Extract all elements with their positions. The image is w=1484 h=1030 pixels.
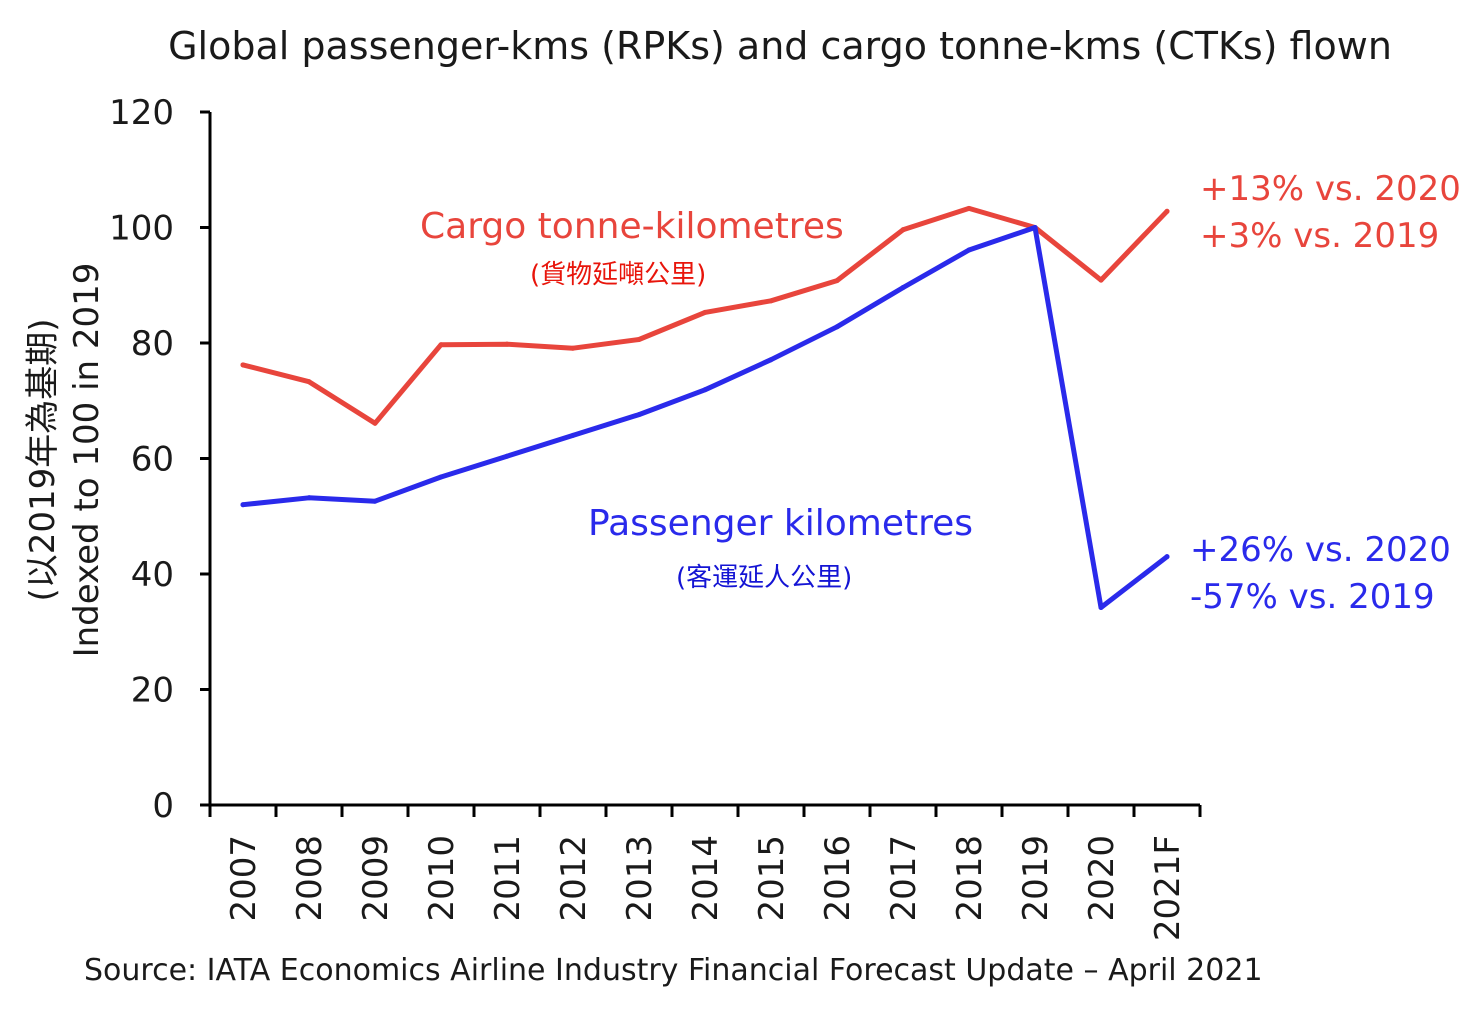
y-tick-label: 100: [109, 209, 174, 249]
y-tick-label: 120: [109, 93, 174, 133]
passenger-change-vs-2020: +26% vs. 2020: [1190, 530, 1451, 570]
cargo-data-point: [1098, 277, 1104, 283]
y-tick-label: 40: [131, 555, 174, 595]
x-tick-label: 2019: [1016, 835, 1056, 922]
x-tick-label: 2021F: [1148, 835, 1188, 941]
cargo-data-point: [636, 337, 642, 343]
x-tick-label: 2012: [554, 835, 594, 922]
passenger-change-vs-2019: -57% vs. 2019: [1190, 577, 1435, 617]
cargo-data-point: [702, 309, 708, 315]
x-tick-label: 2013: [620, 835, 660, 922]
cargo-series-label-cn: (貨物延噸公里): [530, 260, 707, 290]
cargo-data-point: [834, 278, 840, 284]
passenger-data-point: [240, 502, 246, 508]
cargo-data-point: [438, 342, 444, 348]
cargo-data-point: [306, 379, 312, 385]
passenger-data-point: [966, 247, 972, 253]
cargo-change-annotation: +13% vs. 2020 +3% vs. 2019: [1200, 166, 1461, 260]
x-tick-label: 2011: [488, 835, 528, 922]
x-tick-label: 2008: [290, 835, 330, 922]
y-tick-label: 0: [152, 786, 174, 826]
passenger-data-point: [372, 498, 378, 504]
passenger-data-point: [504, 453, 510, 459]
x-tick-label: 2007: [224, 835, 264, 922]
passenger-data-point: [570, 432, 576, 438]
passenger-data-point: [1032, 225, 1038, 230]
chart-title: Global passenger-kms (RPKs) and cargo to…: [168, 24, 1392, 68]
cargo-data-point: [372, 420, 378, 426]
passenger-data-point: [1098, 604, 1104, 610]
cargo-series-label: Cargo tonne-kilometres: [420, 206, 844, 247]
cargo-data-point: [966, 205, 972, 211]
cargo-data-point: [768, 298, 774, 304]
source-note: Source: IATA Economics Airline Industry …: [84, 953, 1263, 988]
passenger-data-point: [306, 495, 312, 501]
x-tick-label: 2017: [884, 835, 924, 922]
x-tick-label: 2015: [752, 835, 792, 922]
x-tick-label: 2010: [422, 835, 462, 922]
y-axis-label-cn: (以2019年為基期): [23, 318, 63, 602]
cargo-change-vs-2020: +13% vs. 2020: [1200, 169, 1461, 209]
cargo-data-point: [504, 341, 510, 347]
cargo-data-point: [570, 345, 576, 351]
passenger-data-point: [636, 412, 642, 418]
passenger-series-label: Passenger kilometres: [588, 503, 973, 544]
y-tick-label: 60: [131, 440, 174, 480]
x-tick-label: 2014: [686, 835, 726, 922]
passenger-data-point: [768, 357, 774, 363]
y-tick-label: 80: [131, 324, 174, 364]
x-tick-label: 2009: [356, 835, 396, 922]
cargo-data-point: [240, 362, 246, 368]
passenger-data-point: [438, 474, 444, 480]
passenger-data-point: [900, 285, 906, 291]
cargo-data-point: [1164, 208, 1170, 214]
y-axis-label-en: Indexed to 100 in 2019: [67, 262, 107, 658]
y-tick-label: 20: [131, 671, 174, 711]
passenger-data-point: [1164, 554, 1170, 560]
x-tick-label: 2020: [1082, 835, 1122, 922]
passenger-data-point: [834, 324, 840, 330]
cargo-data-point: [900, 227, 906, 233]
passenger-series-label-cn: (客運延人公里): [676, 563, 853, 593]
x-tick-label: 2016: [818, 835, 858, 922]
cargo-change-vs-2019: +3% vs. 2019: [1200, 216, 1440, 256]
passenger-data-point: [702, 387, 708, 393]
x-tick-label: 2018: [950, 835, 990, 922]
passenger-change-annotation: +26% vs. 2020 -57% vs. 2019: [1190, 527, 1451, 621]
